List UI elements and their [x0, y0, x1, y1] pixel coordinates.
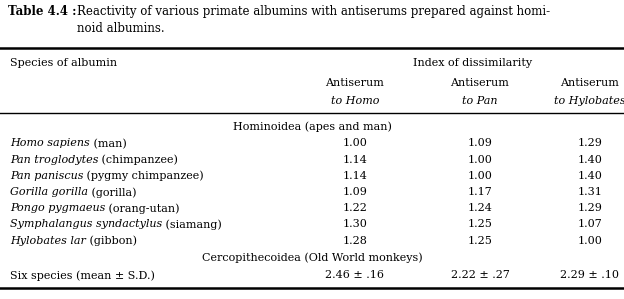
Text: 1.25: 1.25	[467, 219, 492, 230]
Text: 1.30: 1.30	[343, 219, 368, 230]
Text: 1.25: 1.25	[467, 236, 492, 246]
Text: (pygmy chimpanzee): (pygmy chimpanzee)	[84, 171, 204, 181]
Text: 1.29: 1.29	[578, 203, 602, 213]
Text: 1.40: 1.40	[578, 155, 602, 165]
Text: (man): (man)	[90, 138, 127, 149]
Text: 1.28: 1.28	[343, 236, 368, 246]
Text: Hylobates lar: Hylobates lar	[10, 236, 86, 246]
Text: 1.09: 1.09	[467, 138, 492, 149]
Text: 1.14: 1.14	[343, 171, 368, 181]
Text: 1.00: 1.00	[343, 138, 368, 149]
Text: Symphalangus syndactylus: Symphalangus syndactylus	[10, 219, 162, 230]
Text: Antiserum: Antiserum	[560, 79, 620, 89]
Text: 1.31: 1.31	[578, 187, 602, 197]
Text: to Pan: to Pan	[462, 96, 498, 106]
Text: 2.46 ± .16: 2.46 ± .16	[326, 270, 384, 280]
Text: 1.24: 1.24	[467, 203, 492, 213]
Text: Gorilla gorilla: Gorilla gorilla	[10, 187, 88, 197]
Text: 1.00: 1.00	[467, 171, 492, 181]
Text: 1.00: 1.00	[467, 155, 492, 165]
Text: (siamang): (siamang)	[162, 219, 222, 230]
Text: 1.14: 1.14	[343, 155, 368, 165]
Text: 1.00: 1.00	[578, 236, 602, 246]
Text: Antiserum: Antiserum	[326, 79, 384, 89]
Text: 2.22 ± .27: 2.22 ± .27	[451, 270, 509, 280]
Text: (orang-utan): (orang-utan)	[105, 203, 180, 214]
Text: (gorilla): (gorilla)	[88, 187, 137, 198]
Text: Index of dissimilarity: Index of dissimilarity	[413, 58, 532, 68]
Text: Species of albumin: Species of albumin	[10, 58, 117, 68]
Text: to Homo: to Homo	[331, 96, 379, 106]
Text: 1.07: 1.07	[578, 219, 602, 230]
Text: Reactivity of various primate albumins with antiserums prepared against homi-: Reactivity of various primate albumins w…	[77, 5, 550, 18]
Text: Hominoidea (apes and man): Hominoidea (apes and man)	[233, 121, 391, 132]
Text: Pan paniscus: Pan paniscus	[10, 171, 84, 181]
Text: Table 4.4 :: Table 4.4 :	[8, 5, 77, 18]
Text: 1.17: 1.17	[467, 187, 492, 197]
Text: 1.29: 1.29	[578, 138, 602, 149]
Text: 1.22: 1.22	[343, 203, 368, 213]
Text: noid albumins.: noid albumins.	[77, 22, 165, 36]
Text: Pongo pygmaeus: Pongo pygmaeus	[10, 203, 105, 213]
Text: Pan troglodytes: Pan troglodytes	[10, 155, 99, 165]
Text: Homo sapiens: Homo sapiens	[10, 138, 90, 149]
Text: Cercopithecoidea (Old World monkeys): Cercopithecoidea (Old World monkeys)	[202, 253, 422, 263]
Text: 1.09: 1.09	[343, 187, 368, 197]
Text: (gibbon): (gibbon)	[86, 236, 137, 246]
Text: 2.29 ± .10: 2.29 ± .10	[560, 270, 620, 280]
Text: Six species (mean ± S.D.): Six species (mean ± S.D.)	[10, 270, 155, 281]
Text: (chimpanzee): (chimpanzee)	[99, 155, 178, 165]
Text: to Hylobates: to Hylobates	[554, 96, 624, 106]
Text: Antiserum: Antiserum	[451, 79, 509, 89]
Text: 1.40: 1.40	[578, 171, 602, 181]
